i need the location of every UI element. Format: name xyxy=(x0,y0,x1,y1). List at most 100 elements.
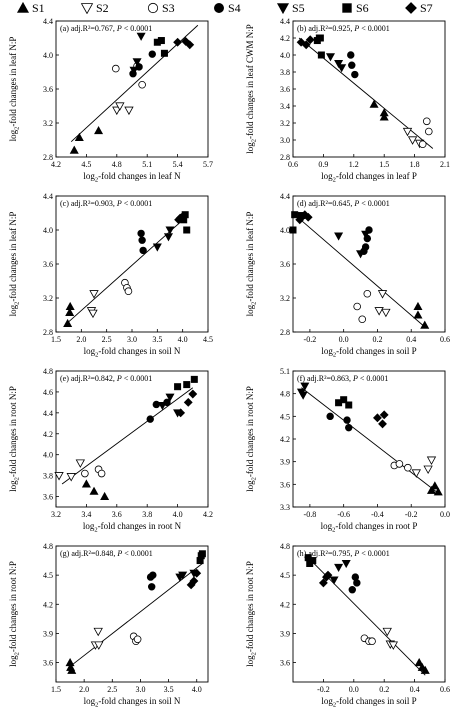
scatter-plot: -0.8 -0.6 -0.4 -0.2 0.0 3.3 3.6 3.9 4.2 4.5 4.8 5.1… xyxy=(245,367,450,534)
x-tick-label: 1.8 xyxy=(410,160,420,169)
data-point-s6 xyxy=(157,37,165,45)
data-point-s3 xyxy=(424,127,433,136)
y-tick-label: 4.0 xyxy=(280,226,290,235)
data-point-s2 xyxy=(423,465,433,475)
data-point-s2 xyxy=(75,459,85,468)
data-point-s3 xyxy=(358,315,367,324)
legend-marker-s5 xyxy=(276,3,290,14)
data-point-s1 xyxy=(65,301,75,310)
plot-frame xyxy=(55,370,209,508)
y-axis-label: log2-fold changes in leaf N:P xyxy=(8,212,21,317)
scatter-plot: 1.5 2.0 2.5 3.0 3.5 4.0 4.5 2.8 3.2 3.6 4.0 4.4 log2… xyxy=(8,192,213,359)
y-tick-label: 3.2 xyxy=(43,119,53,128)
data-point-s1 xyxy=(426,485,436,494)
data-point-s2 xyxy=(411,469,421,478)
x-tick-label: 0.0 xyxy=(440,510,450,519)
y-tick-label: 2.8 xyxy=(43,328,53,337)
x-tick-label: 4.0 xyxy=(192,685,202,694)
legend-label: S5 xyxy=(292,1,305,15)
panel-a: 4.2 4.5 4.8 5.1 5.4 5.7 2.8 3.2 3.6 4.0 4.4 log2-fo… xyxy=(0,16,237,191)
x-tick-label: 3.5 xyxy=(164,685,174,694)
x-tick-label: 4.5 xyxy=(203,335,213,344)
x-tick-label: -0.8 xyxy=(304,510,317,519)
data-point-s1 xyxy=(63,318,73,327)
data-point-s3 xyxy=(133,635,142,644)
data-point-s2 xyxy=(124,106,134,116)
x-axis-label: log2-fold changes in root P xyxy=(321,521,418,534)
data-point-s1 xyxy=(81,479,91,488)
data-point-s4 xyxy=(326,412,334,421)
x-tick-label: 3.2 xyxy=(51,510,61,519)
scatter-plot: -0.2 0.0 0.2 0.4 0.6 3.6 3.9 4.2 4.5 4.8 log2-fold… xyxy=(245,542,450,709)
data-point-s7 xyxy=(373,413,382,423)
data-point-s5 xyxy=(334,59,344,69)
data-point-s3 xyxy=(97,469,106,478)
x-tick-label: -0.2 xyxy=(405,510,418,519)
scatter-plot: 1.5 2.0 2.5 3.0 3.5 4.0 3.6 3.9 4.2 4.5 4.8 log2-fo… xyxy=(8,542,209,709)
panel-g: 1.5 2.0 2.5 3.0 3.5 4.0 3.6 3.9 4.2 4.5 4.8 log2-fo… xyxy=(0,541,237,716)
y-tick-label: 3.6 xyxy=(280,260,290,269)
chart-grid: 4.2 4.5 4.8 5.1 5.4 5.7 2.8 3.2 3.6 4.0 4.4 log2-fo… xyxy=(0,16,474,718)
regression-line xyxy=(301,387,437,493)
data-point-s7 xyxy=(185,40,195,50)
data-point-s2 xyxy=(93,627,103,637)
data-point-s4 xyxy=(361,243,370,251)
data-point-s5 xyxy=(325,53,336,62)
y-tick-label: 4.8 xyxy=(43,367,53,376)
data-point-s5 xyxy=(334,232,344,241)
data-point-s2 xyxy=(407,136,418,145)
y-tick-label: 3.0 xyxy=(280,136,290,145)
y-tick-label: 2.8 xyxy=(43,153,53,162)
y-tick-label: 4.8 xyxy=(280,390,290,399)
data-point-s5 xyxy=(361,230,371,239)
legend-marker-s7 xyxy=(405,2,417,14)
y-tick-label: 4.4 xyxy=(43,192,53,201)
y-tick-label: 3.6 xyxy=(43,85,53,94)
data-point-s7 xyxy=(189,576,199,586)
data-point-s7 xyxy=(295,215,305,225)
data-point-s5 xyxy=(298,391,308,400)
data-point-s6 xyxy=(316,34,324,42)
x-tick-label: 0.0 xyxy=(349,685,359,694)
data-point-s5 xyxy=(329,576,339,585)
x-tick-label: 0.6 xyxy=(440,335,450,344)
data-point-s3 xyxy=(395,460,404,468)
data-point-s1 xyxy=(89,486,99,495)
x-tick-label: 4.0 xyxy=(178,335,188,344)
data-point-s1 xyxy=(369,99,379,108)
x-tick-label: 4.5 xyxy=(81,160,91,169)
x-tick-label: 1.5 xyxy=(379,160,389,169)
data-point-s1 xyxy=(433,487,443,496)
panel-d: -0.2 0.0 0.2 0.4 0.6 2.8 3.2 3.6 4.0 4.4 log2-fold… xyxy=(237,191,474,366)
x-tick-label: 3.8 xyxy=(142,510,152,519)
data-point-s4 xyxy=(139,246,147,255)
y-tick-label: 4.4 xyxy=(43,409,53,418)
y-tick-label: 4.2 xyxy=(280,34,290,43)
legend-marker-s4 xyxy=(214,3,224,13)
y-tick-label: 3.4 xyxy=(280,102,290,111)
y-tick-label: 3.6 xyxy=(280,480,290,489)
x-tick-label: 0.2 xyxy=(372,335,382,344)
data-point-s6 xyxy=(289,226,297,234)
panel-annotation: (a) adj.R²=0.767, P < 0.0001 xyxy=(60,24,152,33)
data-point-s1 xyxy=(74,132,84,141)
data-point-s1 xyxy=(420,320,430,329)
panel-annotation: (d) adj.R²=0.645, P < 0.0001 xyxy=(297,199,390,208)
x-tick-label: 4.2 xyxy=(203,510,213,519)
legend-label: S1 xyxy=(32,1,45,15)
x-tick-label: 1.5 xyxy=(51,685,61,694)
data-point-s3 xyxy=(422,117,431,126)
data-point-s5 xyxy=(157,402,167,411)
y-tick-label: 4.0 xyxy=(280,51,290,60)
data-point-s5 xyxy=(337,64,347,73)
data-point-s5 xyxy=(152,243,162,252)
data-point-s4 xyxy=(348,586,356,594)
y-tick-label: 4.2 xyxy=(43,430,53,439)
y-tick-label: 4.5 xyxy=(280,571,290,580)
data-point-s6 xyxy=(183,226,191,234)
data-point-s7 xyxy=(192,568,202,578)
y-axis-label: log2-fold changes in root N:P xyxy=(8,561,21,667)
y-tick-label: 2.8 xyxy=(280,328,290,337)
data-point-s5 xyxy=(165,393,175,402)
x-axis-label: log2-fold changes in leaf N xyxy=(83,171,181,184)
